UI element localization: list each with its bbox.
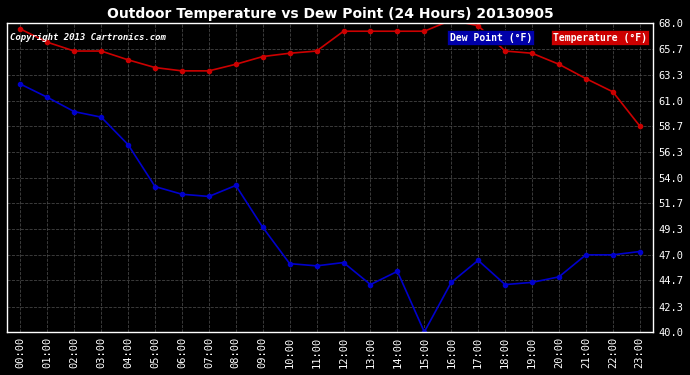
Text: Copyright 2013 Cartronics.com: Copyright 2013 Cartronics.com [10, 33, 166, 42]
Text: Temperature (°F): Temperature (°F) [553, 33, 647, 43]
Title: Outdoor Temperature vs Dew Point (24 Hours) 20130905: Outdoor Temperature vs Dew Point (24 Hou… [107, 7, 553, 21]
Text: Dew Point (°F): Dew Point (°F) [450, 33, 532, 43]
